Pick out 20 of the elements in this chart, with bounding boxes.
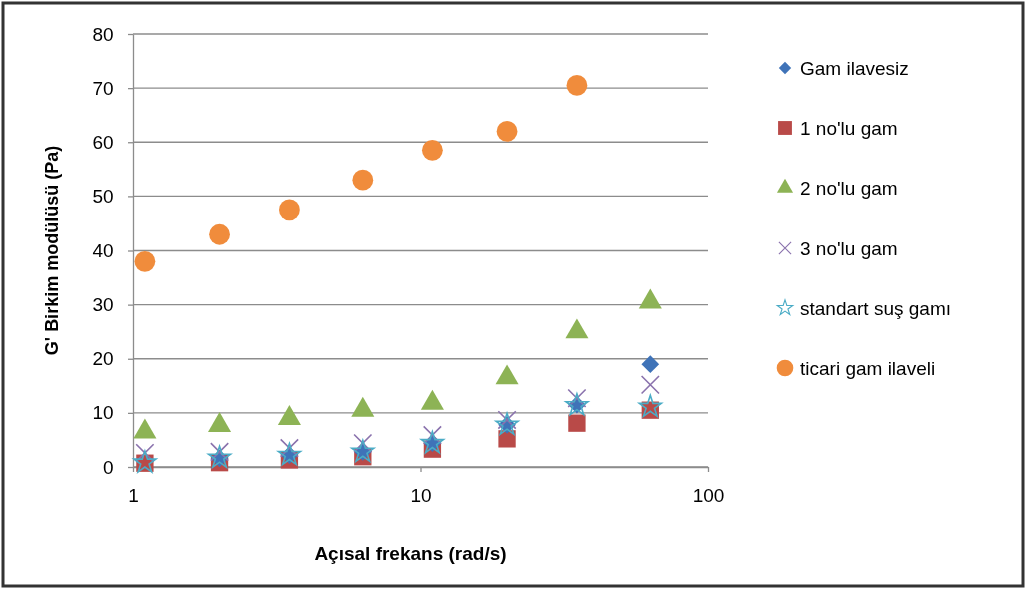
x-tick-label: 10 xyxy=(410,484,432,506)
y-axis-title: G' Birkim modülüsü (Pa) xyxy=(42,145,62,356)
legend-label: ticari gam ilaveli xyxy=(800,358,936,379)
legend-label: 2 no'lu gam xyxy=(800,178,898,199)
y-tick-label: 50 xyxy=(92,185,114,207)
y-tick-label: 20 xyxy=(92,348,114,370)
y-tick-label: 30 xyxy=(92,294,114,316)
legend-label: standart suş gamı xyxy=(800,298,952,319)
x-tick-label: 1 xyxy=(128,484,139,506)
y-tick-label: 40 xyxy=(92,240,114,262)
x-axis-title: Açısal frekans (rad/s) xyxy=(314,543,507,564)
legend-label: 3 no'lu gam xyxy=(800,238,898,259)
legend-label: 1 no'lu gam xyxy=(800,118,898,139)
y-tick-label: 80 xyxy=(92,23,114,45)
legend-label: Gam ilavesiz xyxy=(800,58,909,79)
y-tick-label: 60 xyxy=(92,131,114,153)
y-tick-label: 70 xyxy=(92,77,114,99)
y-tick-label: 10 xyxy=(92,402,114,424)
y-tick-label: 0 xyxy=(103,456,114,478)
x-tick-label: 100 xyxy=(692,484,725,506)
